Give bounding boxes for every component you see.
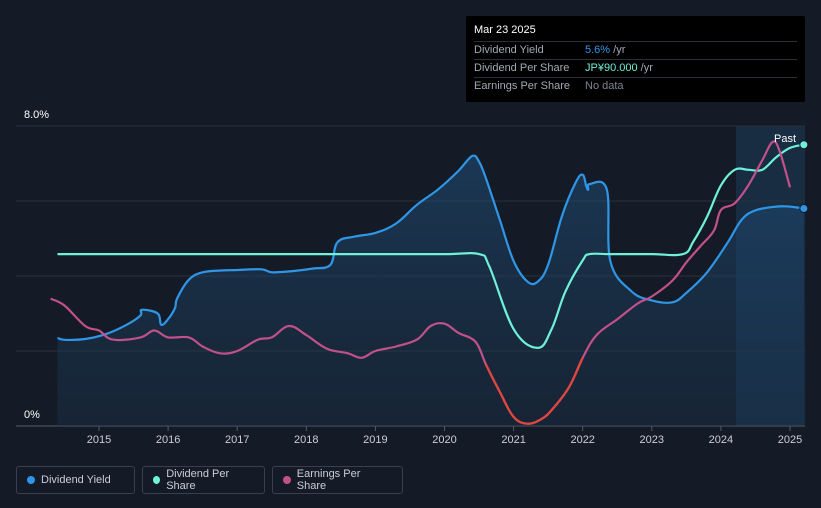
- tooltip-row-dividend-per-share: Dividend Per Share JP¥90.000 /yr: [474, 59, 797, 77]
- tooltip-value: 5.6%: [585, 44, 611, 56]
- tooltip-row-earnings-per-share: Earnings Per Share No data: [474, 77, 797, 95]
- earnings-per-share-line: [50, 140, 792, 425]
- x-tick-label: 2017: [225, 434, 249, 446]
- x-tick-label: 2025: [778, 434, 802, 446]
- x-tick-label: 2022: [570, 434, 594, 446]
- tooltip-label: Earnings Per Share: [474, 80, 570, 92]
- legend-label: Dividend Yield: [41, 474, 111, 486]
- x-tick-label: 2015: [87, 434, 111, 446]
- x-tick-label: 2020: [432, 434, 456, 446]
- legend-dot-icon: [27, 476, 35, 484]
- y-tick-label-bottom: 0%: [24, 409, 40, 421]
- x-tick-label: 2019: [363, 434, 387, 446]
- earnings-per-share-decline-segment: [485, 357, 584, 425]
- tooltip-date: Mar 23 2025: [474, 24, 536, 36]
- dividend-yield-end-marker: [799, 204, 809, 213]
- tooltip-label: Dividend Per Share: [474, 62, 570, 74]
- past-label: Past: [774, 133, 796, 145]
- y-tick-label-top: 8.0%: [24, 109, 49, 121]
- dividend-per-share-end-marker: [799, 140, 809, 150]
- x-tick-label: 2018: [294, 434, 318, 446]
- x-tick-label: 2021: [501, 434, 525, 446]
- tooltip: Mar 23 2025 Dividend Yield 5.6% /yr Divi…: [466, 16, 805, 102]
- legend-dot-icon: [283, 476, 291, 484]
- dividend-yield-line: [57, 154, 804, 341]
- legend-item-earnings-per-share[interactable]: Earnings Per Share: [272, 466, 403, 494]
- tooltip-value: No data: [585, 80, 624, 92]
- x-axis: 2015 2016 2017 2018 2019 2020 2021 2022 2023 2024…: [87, 426, 802, 446]
- series-layer: [50, 140, 809, 426]
- legend-label: Dividend Per Share: [166, 468, 230, 492]
- dividend-yield-area: [57, 155, 804, 426]
- tooltip-label: Dividend Yield: [474, 44, 544, 56]
- legend-item-dividend-yield[interactable]: Dividend Yield: [16, 466, 135, 494]
- tooltip-row-dividend-yield: Dividend Yield 5.6% /yr: [474, 41, 797, 59]
- tooltip-value: JP¥90.000: [585, 62, 638, 74]
- x-tick-label: 2024: [709, 434, 733, 446]
- legend-item-dividend-per-share[interactable]: Dividend Per Share: [142, 466, 265, 494]
- tooltip-unit: /yr: [637, 62, 653, 74]
- dividend-per-share-line: [57, 143, 805, 350]
- legend-label: Earnings Per Share: [296, 468, 361, 492]
- x-tick-label: 2023: [640, 434, 664, 446]
- legend-dot-icon: [153, 476, 161, 484]
- x-tick-label: 2016: [156, 434, 180, 446]
- tooltip-unit: /yr: [610, 44, 626, 56]
